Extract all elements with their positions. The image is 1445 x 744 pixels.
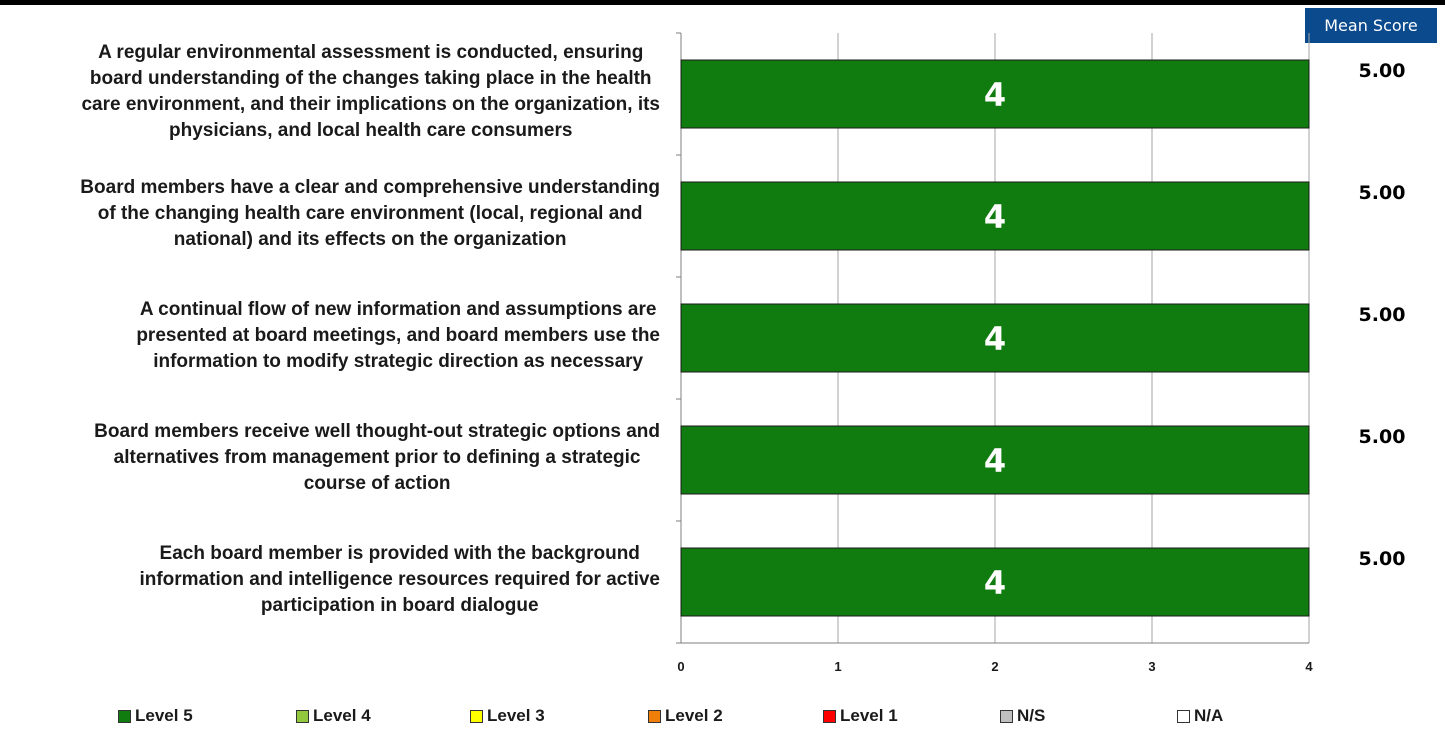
legend-label: N/A bbox=[1194, 706, 1224, 725]
question-label-line: presented at board meetings, and board m… bbox=[136, 325, 660, 346]
question-label-line: care environment, and their implications… bbox=[81, 94, 660, 115]
mean-score-value: 5.00 bbox=[1358, 60, 1406, 82]
bar-data-label: 4 bbox=[984, 198, 1006, 236]
bar-data-label: 4 bbox=[984, 564, 1006, 602]
chart-legend: Level 5 Level 4 Level 3 Level 2 Level 1 N/S N/… bbox=[0, 706, 1445, 730]
bar-data-label: 4 bbox=[984, 442, 1006, 480]
legend-swatch bbox=[118, 709, 131, 723]
question-label: Board members have a clear and comprehen… bbox=[20, 175, 660, 253]
question-label-line: information and intelligence resources r… bbox=[139, 569, 660, 590]
x-tick-label: 0 bbox=[677, 659, 684, 674]
question-label-line: of the changing health care environment … bbox=[97, 203, 643, 224]
legend-swatch bbox=[648, 709, 661, 723]
question-label-line: Each board member is provided with the b… bbox=[159, 543, 640, 564]
mean-score-value: 5.00 bbox=[1358, 304, 1406, 326]
legend-item: Level 4 bbox=[296, 706, 371, 726]
question-label-line: alternatives from management prior to de… bbox=[113, 447, 641, 468]
legend-label: Level 1 bbox=[840, 706, 898, 725]
legend-swatch bbox=[1177, 709, 1190, 723]
legend-swatch bbox=[470, 709, 483, 723]
question-label-line: course of action bbox=[303, 473, 451, 494]
legend-item: N/A bbox=[1177, 706, 1223, 726]
x-tick-label: 4 bbox=[1305, 659, 1313, 674]
top-rule bbox=[0, 0, 1445, 5]
question-label: A continual flow of new information and … bbox=[20, 297, 660, 375]
legend-item: Level 1 bbox=[823, 706, 898, 726]
x-tick-label: 2 bbox=[991, 659, 998, 674]
bar bbox=[680, 425, 1310, 495]
question-label: Each board member is provided with the b… bbox=[20, 541, 660, 619]
bar bbox=[680, 303, 1310, 373]
legend-label: Level 4 bbox=[313, 706, 371, 725]
bar bbox=[680, 59, 1310, 129]
question-label: A regular environmental assessment is co… bbox=[20, 40, 660, 144]
legend-label: N/S bbox=[1017, 706, 1046, 725]
question-label-line: A regular environmental assessment is co… bbox=[98, 42, 644, 63]
mean-score-header: Mean Score bbox=[1305, 8, 1437, 43]
legend-swatch bbox=[823, 709, 836, 723]
legend-item: Level 2 bbox=[648, 706, 723, 726]
legend-label: Level 3 bbox=[487, 706, 545, 725]
mean-score-value: 5.00 bbox=[1358, 426, 1406, 448]
question-label-line: A continual flow of new information and … bbox=[139, 299, 657, 320]
legend-label: Level 2 bbox=[665, 706, 723, 725]
bar bbox=[680, 547, 1310, 617]
question-label-line: national) and its effects on the organiz… bbox=[173, 229, 567, 250]
mean-score-value: 5.00 bbox=[1358, 182, 1406, 204]
legend-item: Level 5 bbox=[118, 706, 193, 726]
question-label-line: participation in board dialogue bbox=[260, 595, 539, 616]
question-label-line: Board members receive well thought-out s… bbox=[94, 421, 660, 442]
legend-swatch bbox=[1000, 709, 1013, 723]
x-tick-label: 3 bbox=[1148, 659, 1155, 674]
question-label-line: information to modify strategic directio… bbox=[153, 351, 644, 372]
bar-data-label: 4 bbox=[984, 76, 1006, 114]
bar-data-label: 4 bbox=[984, 320, 1006, 358]
question-label: Board members receive well thought-out s… bbox=[20, 419, 660, 497]
legend-swatch bbox=[296, 709, 309, 723]
question-label-line: physicians, and local health care consum… bbox=[169, 120, 573, 141]
legend-item: Level 3 bbox=[470, 706, 545, 726]
legend-label: Level 5 bbox=[135, 706, 193, 725]
bar bbox=[680, 181, 1310, 251]
question-label-line: Board members have a clear and comprehen… bbox=[80, 177, 660, 198]
x-tick-label: 1 bbox=[834, 659, 841, 674]
question-label-line: board understanding of the changes takin… bbox=[89, 68, 652, 89]
legend-item: N/S bbox=[1000, 706, 1045, 726]
mean-score-value: 5.00 bbox=[1358, 548, 1406, 570]
